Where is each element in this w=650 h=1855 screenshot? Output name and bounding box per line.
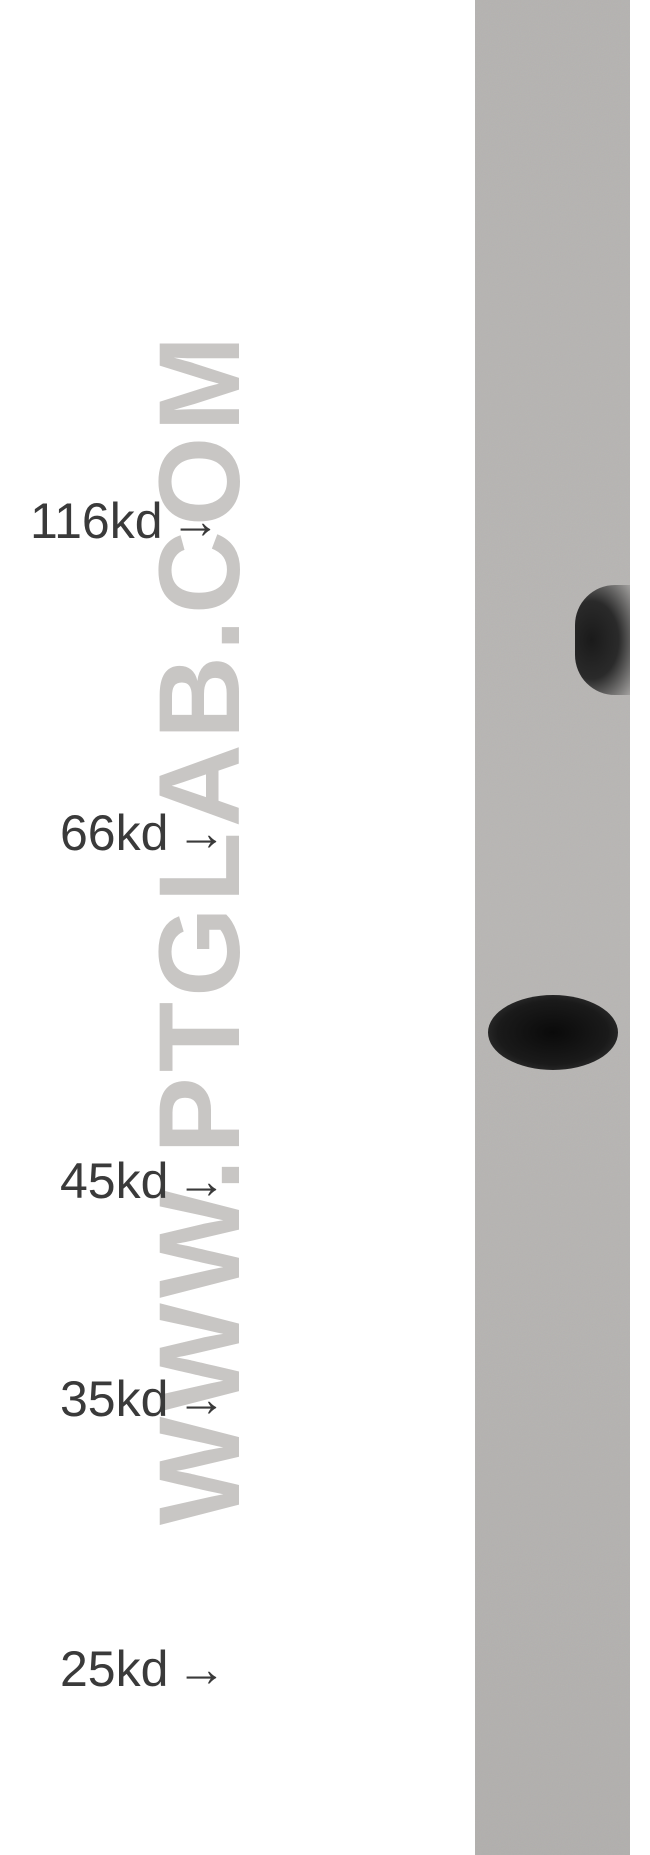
marker-label-text: 116kd (30, 492, 163, 550)
arrow-icon: → (176, 1640, 218, 1698)
marker-25kd: 25kd → (60, 1640, 218, 1698)
arrow-icon: → (176, 804, 218, 862)
marker-label-text: 66kd (60, 804, 168, 862)
arrow-icon: → (176, 1370, 218, 1428)
arrow-icon: → (176, 1152, 218, 1210)
protein-band-main (488, 995, 618, 1070)
blot-lane (475, 0, 630, 1855)
marker-116kd: 116kd → (30, 492, 213, 550)
marker-45kd: 45kd → (60, 1152, 218, 1210)
marker-label-text: 35kd (60, 1370, 168, 1428)
marker-35kd: 35kd → (60, 1370, 218, 1428)
marker-66kd: 66kd → (60, 804, 218, 862)
blot-container: WWW.PTGLAB.COM 116kd → 66kd → 45kd → 35k… (0, 0, 650, 1855)
lane-noise (475, 0, 630, 1855)
marker-label-text: 25kd (60, 1640, 168, 1698)
arrow-icon: → (171, 492, 213, 550)
marker-label-text: 45kd (60, 1152, 168, 1210)
protein-band-partial (575, 585, 630, 695)
